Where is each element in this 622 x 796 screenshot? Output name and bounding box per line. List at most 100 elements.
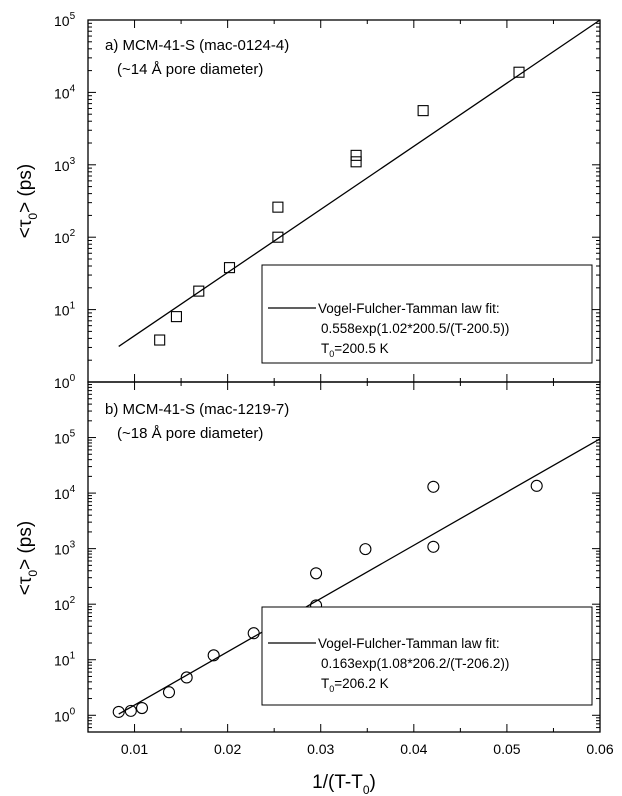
panel-b-t0-rest: =206.2 K [334, 676, 388, 691]
data-point-circle [359, 543, 372, 556]
panel-a-legend-t0: T0=200.5 K [321, 341, 389, 359]
panel-a-ylabel-sub: 0 [26, 213, 40, 220]
ytick-base: 10 [54, 708, 70, 724]
ytick-base: 10 [54, 486, 70, 502]
data-point-square [513, 66, 525, 78]
panel-a-legend: Vogel-Fulcher-Tamman law fit: 0.558exp(1… [261, 264, 593, 364]
ytick-exponent: 4 [70, 484, 76, 495]
ytick-exponent: 4 [70, 83, 76, 94]
b-fit-line [118, 438, 601, 715]
panel-b-annotation-line-1: b) MCM-41-S (mac-1219-7) [105, 401, 289, 418]
a-fit-line [118, 19, 601, 347]
ytick-exponent: 0 [70, 706, 76, 717]
xlabel-rest: ) [370, 772, 376, 793]
xtick-label: 0.05 [493, 741, 520, 757]
data-point-square [272, 201, 284, 213]
panel-a-legend-box [261, 264, 593, 364]
panel-b-legend-text-2: 0.163exp(1.08*206.2/(T-206.2)) [321, 656, 509, 671]
data-point-square [223, 262, 236, 274]
xtick-label: 0.04 [400, 741, 427, 757]
ytick-exponent: 1 [70, 301, 76, 312]
panel-b-ylabel-main: <τ [15, 576, 36, 595]
xtick-label: 0.02 [214, 741, 241, 757]
b-ytick-label: 104 [54, 484, 76, 502]
ytick-exponent: 5 [70, 429, 76, 440]
panel-a-points [154, 66, 525, 346]
panel-a-ylabel-rest: > (ps) [15, 164, 36, 213]
xtick-label: 0.01 [121, 741, 148, 757]
a-ytick-label: 105 [54, 11, 76, 29]
panel-b-legend-box [261, 606, 593, 706]
xtick-label: 0.03 [307, 741, 334, 757]
data-point-square [170, 311, 182, 323]
panel-b-t0-sub: 0 [329, 684, 334, 694]
b-ytick-label: 100 [54, 706, 76, 724]
ytick-base: 10 [54, 85, 70, 101]
data-point-circle [310, 567, 323, 580]
data-point-square [350, 149, 362, 161]
data-point-circle [247, 627, 260, 640]
ytick-base: 10 [54, 542, 70, 558]
panel-b-legend-t0: T0=206.2 K [321, 676, 389, 694]
b-ytick-label: 101 [54, 651, 76, 669]
panel-a-legend-text-2: 0.558exp(1.02*200.5/(T-200.5)) [321, 321, 509, 336]
panel-a-annotation-line-2: (~14 Å pore diameter) [117, 61, 263, 78]
panel-a-t0-sub: 0 [329, 349, 334, 359]
panel-b-legend: Vogel-Fulcher-Tamman law fit: 0.163exp(1… [261, 606, 593, 706]
ytick-base: 10 [54, 158, 70, 174]
data-point-square [193, 285, 205, 297]
ytick-base: 10 [54, 375, 70, 391]
data-point-square [350, 156, 362, 168]
ytick-base: 10 [54, 431, 70, 447]
panel-a-fit [118, 19, 601, 347]
ytick-base: 10 [54, 303, 70, 319]
xtick-label: 0.06 [586, 741, 613, 757]
data-point-circle [124, 704, 137, 717]
x-axis-label: 1/(T-T0) [312, 772, 376, 796]
xlabel-sub: 0 [363, 783, 370, 796]
a-ytick-label: 100 [54, 373, 76, 391]
data-point-circle [207, 649, 220, 662]
data-point-square [417, 105, 429, 117]
ytick-exponent: 2 [70, 228, 76, 239]
panel-a-ylabel-main: <τ [15, 219, 36, 238]
data-point-circle [180, 671, 193, 684]
data-point-circle [427, 540, 440, 553]
data-point-square [154, 334, 166, 346]
ytick-base: 10 [54, 13, 70, 29]
panel-a-t0-main: T [321, 341, 329, 356]
panel-b-fit [118, 438, 601, 715]
a-ytick-label: 103 [54, 156, 76, 174]
ytick-exponent: 3 [70, 540, 76, 551]
panel-b-ylabel-sub: 0 [26, 570, 40, 577]
panel-a-legend-text-1: Vogel-Fulcher-Tamman law fit: [318, 301, 500, 316]
ytick-exponent: 0 [70, 373, 76, 384]
panel-a-x-ticks [87, 20, 601, 382]
data-point-circle [162, 686, 176, 699]
panel-b-legend-text-1: Vogel-Fulcher-Tamman law fit: [318, 636, 500, 651]
b-ytick-label: 105 [54, 429, 76, 447]
a-ytick-label: 101 [54, 301, 76, 319]
ytick-base: 10 [54, 597, 70, 613]
panel-b-x-ticks: 0.01 0.02 0.03 0.04 0.05 0.06 [87, 382, 614, 757]
ytick-exponent: 1 [70, 651, 76, 662]
xlabel-main: 1/(T-T [312, 772, 363, 793]
panel-b-t0-main: T [321, 676, 329, 691]
a-ytick-label: 104 [54, 83, 76, 101]
ytick-base: 10 [54, 653, 70, 669]
data-point-square [272, 231, 284, 243]
ytick-exponent: 3 [70, 156, 76, 167]
ytick-base: 10 [54, 230, 70, 246]
a-ytick-label: 102 [54, 228, 76, 246]
panel-b-y-axis-label: <τ0> (ps) [15, 521, 40, 595]
b-ytick-label: 102 [54, 595, 76, 613]
panel-b-annotation-line-2: (~18 Å pore diameter) [117, 425, 263, 442]
data-point-circle [135, 701, 149, 715]
data-point-circle [112, 705, 125, 718]
panel-a-t0-rest: =200.5 K [334, 341, 388, 356]
data-point-circle [427, 480, 440, 493]
panel-a-y-axis-label: <τ0> (ps) [15, 164, 40, 238]
